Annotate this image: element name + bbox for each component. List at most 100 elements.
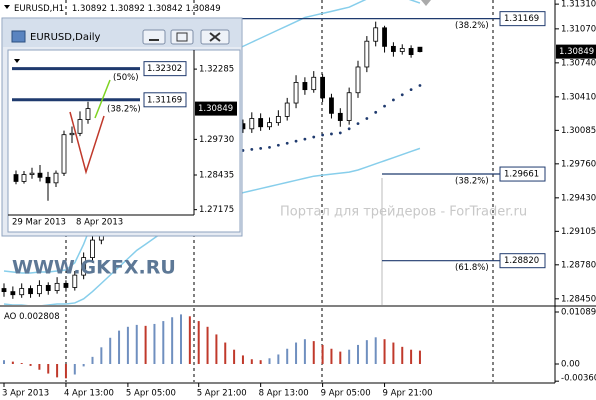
fib-label: (38.2%) — [455, 177, 489, 187]
price-label-box — [499, 166, 546, 182]
x-tick-label: 9 Apr 21:00 — [383, 389, 433, 399]
sar-dot — [383, 104, 386, 108]
y-tick-label: 0.00 — [561, 360, 580, 370]
candle-body — [77, 119, 83, 134]
candle-body — [29, 172, 35, 175]
shift-marker — [421, 0, 431, 6]
maximize-button[interactable] — [170, 29, 194, 45]
candle-body — [13, 174, 19, 182]
y-tick-label: 1.31070 — [561, 24, 596, 34]
candle-body — [364, 40, 370, 68]
candle-body — [417, 46, 423, 53]
price-label: 1.32302 — [147, 64, 182, 74]
candle-body — [19, 288, 25, 296]
x-tick-label: 8 Apr 2013 — [76, 218, 123, 228]
candle-body — [54, 282, 60, 291]
candle-body — [346, 92, 352, 121]
sar-dot — [321, 133, 324, 137]
y-tick-label: 1.28780 — [561, 260, 596, 270]
current-price-box — [195, 101, 237, 116]
fib-label: (38.2%) — [107, 104, 141, 114]
candle-body — [284, 102, 290, 117]
sar-dot — [312, 135, 316, 139]
logo-watermark: WWW.GKFX.RU — [12, 257, 176, 279]
price-label: 1.29661 — [504, 170, 539, 180]
sar-dot — [409, 88, 413, 92]
candle-body — [72, 274, 78, 288]
price-label: 1.31169 — [147, 95, 182, 105]
candle-body — [267, 122, 272, 128]
candle-body — [373, 27, 379, 42]
menu-arrow[interactable] — [4, 5, 10, 9]
window-title: EURUSD,Daily — [30, 32, 101, 43]
frame — [0, 0, 596, 384]
y-tick-label: 1.29760 — [561, 159, 596, 169]
price-label-box — [499, 11, 546, 27]
fib-label: (61.8%) — [455, 263, 489, 273]
candle-body — [408, 48, 414, 56]
inset-window[interactable]: EURUSD,Daily (50%) 1.32302 (38.2%) 1.31169 1… — [1, 17, 243, 237]
ohlc-low: 1.30842 — [148, 4, 183, 14]
candle-body — [85, 108, 91, 120]
candle-body — [382, 27, 387, 47]
sar-dot — [347, 127, 351, 131]
x-tick-label: 5 Apr 05:00 — [126, 389, 176, 399]
chart-header: EURUSD,H1 1.30892 1.30892 1.30842 1.3084… — [14, 4, 221, 14]
fib-label: (38.2%) — [455, 21, 489, 31]
symbol: EURUSD,H1 — [14, 4, 64, 14]
candle-body — [61, 134, 67, 174]
candle-body — [37, 285, 42, 295]
ao-title: AO — [4, 312, 17, 322]
sar-dot — [356, 122, 360, 126]
minimize-button[interactable] — [142, 29, 166, 45]
candle-body — [249, 118, 255, 130]
window-buttons[interactable] — [142, 29, 230, 45]
x-tick-label: 9 Apr 05:00 — [321, 389, 371, 399]
inset-plot — [12, 67, 140, 201]
candle-body — [320, 76, 326, 99]
candle-body — [45, 176, 51, 184]
main-plot — [1, 0, 500, 305]
candle-body — [337, 112, 343, 121]
sar-dot — [418, 84, 422, 87]
y-tick-label: 1.29105 — [561, 227, 596, 237]
fib-trend-line — [69, 111, 105, 175]
candle-body — [69, 132, 75, 136]
y-tick-label: 1.32285 — [199, 65, 234, 75]
candle-body — [53, 172, 59, 184]
candle-body — [10, 291, 16, 296]
candle-body — [28, 288, 33, 295]
ao-pane — [3, 308, 494, 382]
sar-dot — [392, 98, 395, 102]
y-tick-label: 1.30740 — [561, 58, 596, 68]
sar-dot — [338, 131, 342, 135]
ohlc-close: 1.30849 — [185, 4, 220, 14]
candle-body — [293, 82, 299, 104]
sar-dot — [330, 132, 333, 136]
y-tick-label: 1.30410 — [561, 92, 596, 102]
current-price: 1.30849 — [198, 104, 233, 114]
candle-body — [275, 116, 281, 124]
y-tick-label: 1.29730 — [199, 135, 234, 145]
candle-body — [45, 285, 51, 291]
ao-last: 0.002808 — [19, 312, 60, 322]
sar-dot — [285, 141, 289, 145]
candle-body — [355, 66, 361, 94]
y-tick-label: 1.29430 — [561, 193, 596, 203]
candle-body — [1, 288, 7, 293]
candle-body — [21, 174, 27, 182]
y-tick-label: 1.31310 — [561, 0, 596, 10]
price-label-box — [143, 61, 187, 77]
fib-trend-line — [94, 79, 111, 119]
window-icon — [11, 30, 26, 43]
sar-dot — [259, 146, 263, 150]
price-label: 1.31169 — [504, 14, 539, 24]
ohlc-high: 1.30892 — [110, 4, 145, 14]
sar-dot — [268, 145, 271, 149]
candle-body — [329, 97, 334, 114]
fib-label: (50%) — [113, 73, 139, 83]
candle-body — [390, 45, 396, 52]
candle-body — [81, 257, 87, 276]
